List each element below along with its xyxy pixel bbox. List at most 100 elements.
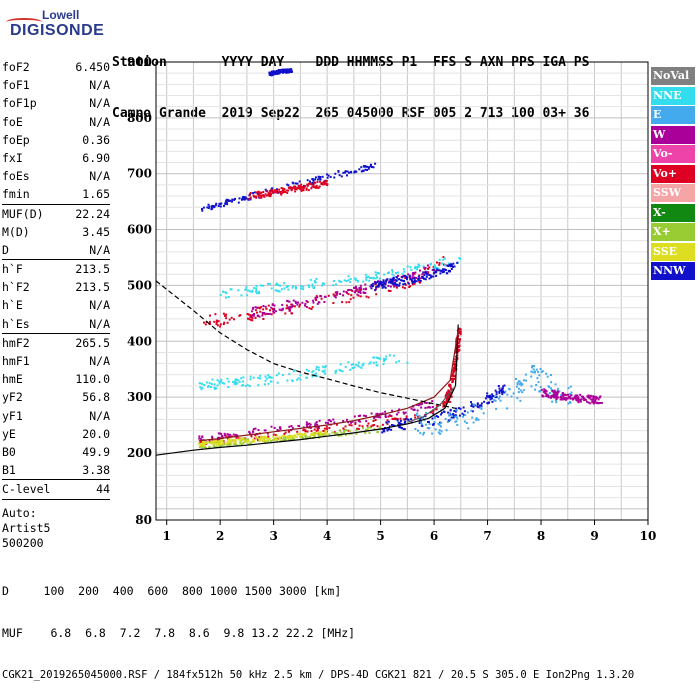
trace-point	[357, 361, 360, 364]
trace-point	[451, 415, 454, 417]
trace-point	[448, 390, 451, 393]
trace-point	[453, 370, 455, 373]
trace-point	[273, 191, 276, 193]
param-row: foF1p N/A	[2, 94, 110, 112]
trace-point	[500, 388, 503, 391]
trace-point	[277, 290, 280, 293]
trace-point	[375, 361, 378, 364]
trace-point	[290, 435, 293, 438]
trace-point	[343, 430, 346, 433]
trace-point	[315, 365, 318, 368]
trace-point	[323, 369, 326, 372]
legend-item-nne: NNE	[651, 86, 695, 105]
trace-point	[406, 265, 409, 268]
trace-point	[291, 187, 294, 189]
trace-point	[199, 441, 202, 443]
trace-point	[495, 393, 498, 396]
trace-point	[218, 443, 221, 446]
trace-point	[237, 437, 240, 440]
trace-point	[455, 351, 458, 354]
trace-point	[223, 321, 226, 324]
trace-point	[546, 375, 549, 378]
trace-point	[439, 421, 442, 424]
trace-point	[221, 439, 224, 442]
trace-point	[240, 443, 243, 446]
trace-point	[229, 199, 232, 202]
trace-point	[406, 276, 408, 279]
trace-point	[451, 381, 454, 384]
trace-point	[396, 418, 399, 420]
trace-point	[562, 393, 565, 396]
trace-point	[226, 443, 229, 446]
trace-point	[252, 428, 255, 431]
param-value: N/A	[89, 298, 110, 313]
trace-point	[305, 376, 308, 379]
trace-point	[531, 371, 534, 374]
trace-point	[364, 283, 367, 286]
trace-point	[259, 435, 262, 438]
trace-point	[267, 439, 270, 442]
trace-point	[424, 272, 427, 275]
trace-point	[426, 406, 429, 409]
trace-point	[349, 368, 352, 371]
trace-point	[249, 378, 252, 381]
trace-point	[412, 280, 415, 283]
trace-point	[358, 287, 361, 290]
trace-point	[305, 187, 308, 190]
trace-point	[427, 421, 429, 423]
trace-point	[411, 283, 414, 286]
trace-point	[449, 418, 452, 421]
trace-point	[431, 432, 434, 435]
trace-point	[278, 188, 281, 191]
trace-point	[451, 374, 454, 377]
trace-point	[342, 427, 345, 430]
trace-point	[419, 277, 421, 280]
trace-point	[219, 202, 222, 205]
trace-point	[223, 204, 225, 207]
trace-point	[226, 377, 229, 380]
trace-3	[198, 430, 328, 447]
trace-point	[440, 411, 443, 414]
trace-point	[547, 396, 550, 399]
trace-point	[207, 385, 209, 388]
trace-point	[208, 446, 211, 449]
trace-point	[350, 170, 352, 173]
trace-point	[359, 414, 362, 417]
trace-point	[214, 445, 217, 448]
trace-point	[367, 422, 370, 425]
legend-item-w: W	[651, 125, 695, 144]
trace-point	[413, 408, 416, 411]
trace-point	[282, 437, 285, 440]
trace-point	[437, 431, 440, 434]
trace-point	[306, 430, 309, 433]
trace-point	[263, 435, 266, 438]
trace-point	[553, 389, 556, 392]
trace-point	[595, 397, 598, 400]
trace-point	[349, 281, 352, 284]
trace-point	[253, 287, 256, 289]
trace-point	[417, 275, 420, 278]
trace-point	[392, 274, 395, 277]
trace-point	[258, 291, 260, 293]
trace-point	[379, 412, 382, 415]
trace-point	[510, 395, 513, 398]
legend-item-vo: Vo-	[651, 145, 695, 163]
trace-point	[322, 183, 324, 186]
trace-point	[549, 374, 552, 376]
trace-point	[286, 70, 289, 73]
x-tick-label: 3	[269, 529, 277, 543]
trace-point	[573, 396, 576, 399]
trace-point	[224, 314, 227, 317]
trace-12	[370, 261, 459, 292]
trace-point	[272, 310, 275, 313]
trace-point	[359, 292, 362, 294]
trace-point	[206, 441, 209, 443]
trace-point	[533, 371, 536, 374]
trace-point	[419, 279, 422, 282]
trace-point	[227, 296, 230, 298]
trace-point	[314, 422, 317, 425]
trace-point	[299, 185, 302, 188]
trace-point	[345, 301, 348, 304]
trace-point	[388, 354, 391, 357]
trace-point	[234, 443, 237, 446]
